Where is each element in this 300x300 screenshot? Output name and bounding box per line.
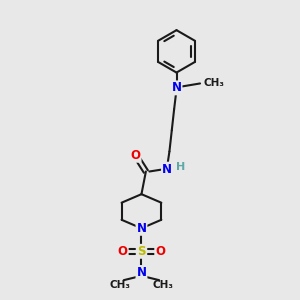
Text: CH₃: CH₃	[152, 280, 173, 290]
Text: N: N	[172, 81, 182, 94]
Text: N: N	[162, 163, 172, 176]
Text: S: S	[137, 245, 146, 258]
Text: CH₃: CH₃	[110, 280, 131, 290]
Text: CH₃: CH₃	[204, 79, 225, 88]
Text: O: O	[118, 245, 128, 258]
Text: O: O	[155, 245, 165, 258]
Text: N: N	[136, 222, 146, 235]
Text: N: N	[136, 266, 146, 279]
Text: O: O	[130, 149, 141, 162]
Text: H: H	[176, 162, 185, 172]
